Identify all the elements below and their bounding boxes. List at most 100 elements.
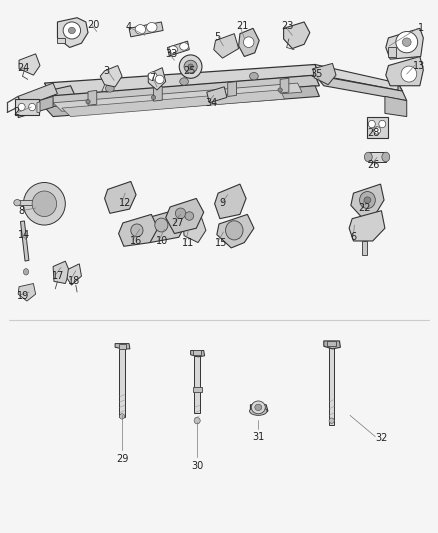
- Ellipse shape: [86, 100, 90, 104]
- Polygon shape: [144, 209, 186, 243]
- Polygon shape: [44, 64, 319, 96]
- Polygon shape: [389, 47, 396, 56]
- Bar: [194, 356, 200, 413]
- Ellipse shape: [364, 152, 372, 162]
- Ellipse shape: [226, 221, 243, 240]
- Ellipse shape: [188, 64, 193, 69]
- Text: 5: 5: [215, 32, 221, 42]
- Text: 19: 19: [17, 290, 29, 301]
- Polygon shape: [324, 341, 340, 349]
- Ellipse shape: [185, 212, 194, 220]
- Text: 24: 24: [17, 63, 30, 72]
- Polygon shape: [100, 66, 122, 87]
- Ellipse shape: [23, 269, 28, 275]
- Text: 8: 8: [18, 206, 24, 216]
- Bar: [367, 117, 388, 138]
- Polygon shape: [37, 102, 40, 112]
- Ellipse shape: [155, 218, 168, 232]
- Text: 33: 33: [166, 49, 178, 59]
- Text: 4: 4: [125, 22, 131, 33]
- Polygon shape: [351, 184, 384, 220]
- Polygon shape: [207, 87, 227, 103]
- Ellipse shape: [148, 72, 157, 80]
- Text: 25: 25: [183, 66, 196, 76]
- Text: 34: 34: [205, 98, 217, 108]
- Ellipse shape: [180, 43, 188, 50]
- Bar: [368, 152, 386, 162]
- Bar: [15, 99, 39, 115]
- Ellipse shape: [250, 72, 258, 80]
- Text: 30: 30: [191, 461, 203, 471]
- Text: 2: 2: [13, 107, 19, 117]
- Polygon shape: [313, 63, 336, 85]
- Text: 1: 1: [418, 23, 424, 34]
- Text: 10: 10: [155, 236, 168, 246]
- Text: 31: 31: [252, 432, 265, 442]
- Polygon shape: [386, 56, 424, 86]
- Ellipse shape: [18, 103, 25, 111]
- Polygon shape: [57, 38, 65, 43]
- Polygon shape: [67, 264, 81, 285]
- Ellipse shape: [255, 404, 262, 410]
- Polygon shape: [362, 241, 367, 255]
- Ellipse shape: [360, 191, 375, 208]
- Polygon shape: [44, 75, 319, 107]
- Polygon shape: [315, 75, 407, 101]
- Ellipse shape: [379, 120, 386, 128]
- Ellipse shape: [251, 401, 265, 414]
- Polygon shape: [18, 86, 75, 107]
- Polygon shape: [215, 184, 246, 219]
- Ellipse shape: [175, 208, 186, 219]
- Polygon shape: [62, 90, 285, 117]
- Ellipse shape: [28, 103, 35, 111]
- Polygon shape: [53, 261, 70, 284]
- Bar: [16, 200, 37, 205]
- Polygon shape: [88, 91, 97, 106]
- Polygon shape: [119, 214, 158, 246]
- Ellipse shape: [217, 92, 221, 96]
- Ellipse shape: [63, 22, 81, 39]
- Polygon shape: [129, 22, 163, 37]
- Polygon shape: [167, 41, 189, 56]
- Ellipse shape: [120, 414, 125, 419]
- Polygon shape: [183, 217, 206, 243]
- Polygon shape: [349, 211, 385, 241]
- Text: 14: 14: [18, 230, 30, 240]
- Polygon shape: [191, 351, 205, 357]
- Polygon shape: [18, 83, 57, 107]
- Text: 20: 20: [87, 20, 99, 30]
- Polygon shape: [166, 198, 204, 233]
- Text: 11: 11: [182, 238, 194, 247]
- Ellipse shape: [169, 46, 177, 53]
- Ellipse shape: [151, 95, 155, 100]
- Polygon shape: [105, 181, 136, 213]
- Text: 35: 35: [311, 69, 323, 79]
- Ellipse shape: [364, 197, 371, 203]
- Polygon shape: [18, 96, 53, 118]
- Polygon shape: [18, 284, 35, 301]
- Polygon shape: [53, 83, 302, 111]
- Ellipse shape: [368, 120, 375, 128]
- Ellipse shape: [396, 31, 418, 53]
- Bar: [21, 221, 29, 261]
- Ellipse shape: [382, 152, 390, 162]
- Ellipse shape: [179, 55, 202, 78]
- Polygon shape: [153, 86, 162, 101]
- Text: 16: 16: [130, 236, 142, 246]
- Ellipse shape: [401, 66, 417, 82]
- Text: 9: 9: [219, 198, 225, 208]
- Ellipse shape: [329, 418, 334, 423]
- Text: 27: 27: [171, 218, 184, 228]
- Text: 26: 26: [367, 160, 380, 171]
- Ellipse shape: [135, 25, 146, 34]
- Text: 12: 12: [119, 198, 131, 208]
- Ellipse shape: [14, 199, 21, 206]
- Text: 29: 29: [116, 454, 128, 464]
- Ellipse shape: [250, 407, 267, 415]
- Bar: [120, 348, 125, 417]
- Ellipse shape: [180, 78, 188, 85]
- Text: 32: 32: [375, 433, 388, 443]
- Text: 22: 22: [358, 203, 371, 213]
- Polygon shape: [228, 82, 237, 96]
- Bar: [329, 347, 335, 425]
